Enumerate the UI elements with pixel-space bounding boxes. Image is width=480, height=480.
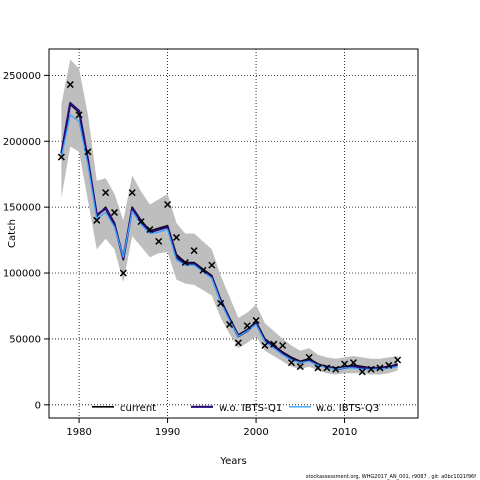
y-tick-label: 250000: [3, 71, 41, 82]
legend: current w.o. IBTS-Q1 w.o. IBTS-Q3: [92, 403, 379, 414]
observed-point: [164, 200, 172, 209]
x-tick-label: 2000: [243, 427, 268, 438]
observed-point: [93, 216, 101, 224]
observed-point: [208, 261, 216, 269]
x-tick-label: 1990: [155, 427, 180, 438]
observed-point: [367, 365, 375, 373]
observed-point: [181, 258, 189, 267]
legend-item-wo-ibts-q1: w.o. IBTS-Q1: [191, 403, 282, 414]
y-axis-ticks: 0 50000 100000 150000 200000 250000: [3, 71, 49, 411]
plot-frame: [48, 48, 419, 419]
legend-item-wo-ibts-q3: w.o. IBTS-Q3: [289, 403, 379, 414]
observed-point: [110, 208, 119, 216]
legend-label: current: [120, 403, 156, 414]
observed-point: [234, 339, 242, 347]
observed-point: [349, 359, 357, 367]
footer-note: stockassessment.org, WHG2017_AN_001, r90…: [306, 474, 476, 480]
y-tick-label: 150000: [3, 203, 41, 214]
observed-point: [332, 365, 340, 373]
legend-item-current: current: [92, 403, 156, 414]
y-axis-title: Catch: [7, 219, 18, 248]
observed-point: [57, 153, 65, 161]
observed-point: [323, 364, 331, 372]
observed-point: [199, 266, 207, 274]
observed-point: [243, 322, 251, 330]
observed-point: [66, 81, 74, 89]
observed-point: [155, 237, 163, 245]
observed-point: [270, 340, 278, 348]
y-tick-label: 50000: [9, 334, 41, 345]
confidence-band-area: [61, 59, 398, 375]
observed-point: [225, 320, 234, 328]
observed-point: [102, 189, 110, 197]
observed-point: [252, 316, 260, 325]
observed-point: [146, 226, 154, 234]
observed-point: [279, 341, 287, 350]
y-tick-label: 200000: [3, 137, 41, 148]
series-line-wo-ibts-q3: [60, 114, 398, 370]
observed-point: [84, 148, 92, 156]
x-tick-label: 1980: [66, 427, 91, 438]
series-lines: [60, 101, 398, 371]
observed-point: [137, 218, 145, 226]
observed-point: [385, 361, 393, 369]
confidence-band: [61, 59, 398, 375]
x-axis-title: Years: [219, 456, 246, 467]
x-tick-label: 2010: [332, 427, 357, 438]
observed-point: [128, 189, 136, 197]
observed-point: [261, 341, 269, 350]
legend-label: w.o. IBTS-Q1: [219, 403, 282, 414]
y-tick-label: 100000: [3, 269, 41, 280]
y-tick-label: 0: [35, 400, 41, 411]
observed-point: [358, 368, 366, 376]
observed-point: [296, 363, 304, 371]
observed-point: [376, 364, 384, 372]
x-axis-ticks: 1980 1990 2000 2010: [66, 418, 357, 438]
observed-point: [190, 247, 198, 255]
observed-point: [287, 359, 295, 367]
observed-point: [172, 233, 180, 241]
legend-label: w.o. IBTS-Q3: [316, 403, 379, 414]
observed-point: [314, 364, 322, 372]
observed-point: [217, 299, 225, 307]
observed-point: [341, 360, 349, 368]
observed-points: [57, 81, 402, 376]
observed-point: [119, 269, 127, 277]
observed-point: [75, 111, 83, 119]
observed-point: [394, 356, 402, 364]
observed-point: [305, 353, 313, 361]
